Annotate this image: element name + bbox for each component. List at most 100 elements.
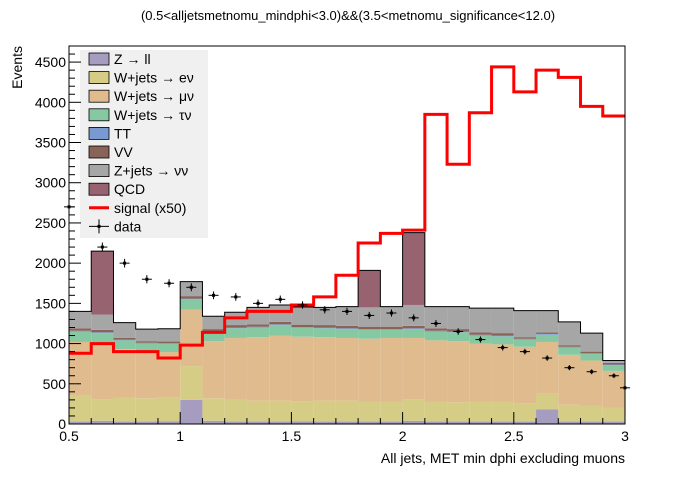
bar-w-jets-e-4 xyxy=(157,397,181,422)
bar-w-jets-5 xyxy=(180,299,203,310)
bar-w-jets-e-18 xyxy=(469,401,492,422)
legend-entry-2-swatch xyxy=(88,89,110,103)
bar-w-jets-23 xyxy=(580,360,603,406)
data-point-12 xyxy=(345,309,349,313)
bar-w-jets-9 xyxy=(269,335,292,401)
data-point-20 xyxy=(523,350,527,354)
bar-z-jets-4 xyxy=(157,328,181,342)
bar-w-jets-e-23 xyxy=(580,405,603,422)
bar-w-jets-12 xyxy=(335,337,359,401)
stack-outline xyxy=(69,232,625,361)
bar-z-jets-21 xyxy=(536,310,559,333)
bar-vv-14 xyxy=(380,326,403,330)
x-tick-label-3: 2 xyxy=(399,428,407,444)
bar-w-jets-8 xyxy=(246,337,270,401)
bar-w-jets-10 xyxy=(291,327,314,337)
bar-qcd-1 xyxy=(91,251,114,315)
legend-entry-4-label: TT xyxy=(114,125,132,141)
bar-w-jets-21 xyxy=(536,341,559,394)
bar-w-jets-20 xyxy=(513,339,537,347)
bar-tt-10 xyxy=(291,327,314,328)
bar-tt-4 xyxy=(157,343,181,344)
data-point-16 xyxy=(434,321,438,325)
bar-z-jets-3 xyxy=(135,329,158,342)
bar-z-ll-21 xyxy=(536,409,559,424)
bar-w-jets-e-7 xyxy=(224,399,247,422)
bar-z-jets-16 xyxy=(424,306,448,329)
y-tick-label-4: 2000 xyxy=(35,255,66,271)
bar-w-jets-14 xyxy=(380,337,403,402)
data-point-23 xyxy=(590,370,594,374)
y-tick-label-6: 3000 xyxy=(35,175,66,191)
legend-entry-0-swatch xyxy=(88,52,110,66)
stack-bars xyxy=(69,232,625,424)
data-point-14 xyxy=(389,311,393,315)
bar-vv-23 xyxy=(580,351,603,354)
bar-w-jets-24 xyxy=(602,365,625,371)
bar-tt-14 xyxy=(380,329,403,330)
bar-w-jets-11 xyxy=(313,337,336,401)
bar-z-ll-7 xyxy=(224,421,247,424)
data-point-2 xyxy=(123,261,127,265)
bar-w-jets-e-12 xyxy=(335,400,359,422)
bar-vv-24 xyxy=(602,362,625,365)
bar-z-jets-17 xyxy=(447,306,470,330)
y-tick-label-8: 4000 xyxy=(35,94,66,110)
bar-z-jets-23 xyxy=(580,333,603,352)
bar-z-ll-20 xyxy=(513,421,537,424)
bar-w-jets-e-17 xyxy=(447,402,470,422)
bar-z-ll-6 xyxy=(202,420,225,424)
x-tick-label-1: 1 xyxy=(176,428,184,444)
bar-w-jets-7 xyxy=(224,328,247,338)
bar-w-jets-e-21 xyxy=(536,393,559,410)
bar-w-jets-2 xyxy=(113,349,136,398)
x-axis-label: All jets, MET min dphi excluding muons xyxy=(381,450,625,466)
bar-qcd-13 xyxy=(358,270,381,308)
legend-entry-3-label: W+jets → τν xyxy=(114,107,192,123)
bar-z-jets-14 xyxy=(380,306,403,327)
x-tick-label-5: 3 xyxy=(621,428,629,444)
bar-z-jets-9 xyxy=(269,304,292,322)
bar-w-jets-e-14 xyxy=(380,401,403,422)
stack-total-line xyxy=(69,232,625,361)
y-tick-label-3: 1500 xyxy=(35,295,66,311)
bar-tt-9 xyxy=(269,324,292,326)
bar-w-jets-12 xyxy=(335,329,359,338)
bar-w-jets-e-16 xyxy=(424,401,448,422)
bar-w-jets-11 xyxy=(313,328,336,338)
bar-z-jets-12 xyxy=(335,306,359,326)
bar-w-jets-e-19 xyxy=(491,401,514,422)
bar-vv-12 xyxy=(335,325,359,329)
bar-z-ll-12 xyxy=(335,421,359,424)
bar-vv-13 xyxy=(358,326,381,330)
bar-w-jets-3 xyxy=(135,343,158,352)
bar-w-jets-9 xyxy=(269,325,292,336)
bar-tt-5 xyxy=(180,298,203,300)
bar-vv-11 xyxy=(313,325,336,328)
legend: Z → ll W+jets → eν W+jets → μν W+jets → τν T… xyxy=(80,50,208,238)
y-axis-label: Events xyxy=(9,46,25,89)
data-point-22 xyxy=(567,366,571,370)
bar-vv-6 xyxy=(202,329,225,332)
bar-vv-19 xyxy=(491,333,514,336)
bar-w-jets-e-5 xyxy=(180,366,203,400)
bar-tt-11 xyxy=(313,327,336,329)
data-point-19 xyxy=(501,346,505,350)
bar-w-jets-e-3 xyxy=(135,398,158,422)
data-point-13 xyxy=(367,313,371,317)
bar-tt-0 xyxy=(69,330,92,332)
bar-w-jets-15 xyxy=(402,329,425,338)
bar-w-jets-22 xyxy=(558,347,581,355)
legend-entry-7-swatch xyxy=(88,182,110,196)
legend-entry-9-label: data xyxy=(114,218,141,234)
bar-vv-4 xyxy=(157,341,181,344)
bar-z-ll-19 xyxy=(491,421,514,424)
bar-tt-2 xyxy=(113,339,136,341)
bar-tt-20 xyxy=(513,338,537,340)
bar-z-ll-24 xyxy=(602,421,625,424)
data-point-3 xyxy=(145,277,149,281)
bar-vv-16 xyxy=(424,328,448,331)
bar-tt-12 xyxy=(335,328,359,330)
bar-w-jets-1 xyxy=(91,343,114,400)
